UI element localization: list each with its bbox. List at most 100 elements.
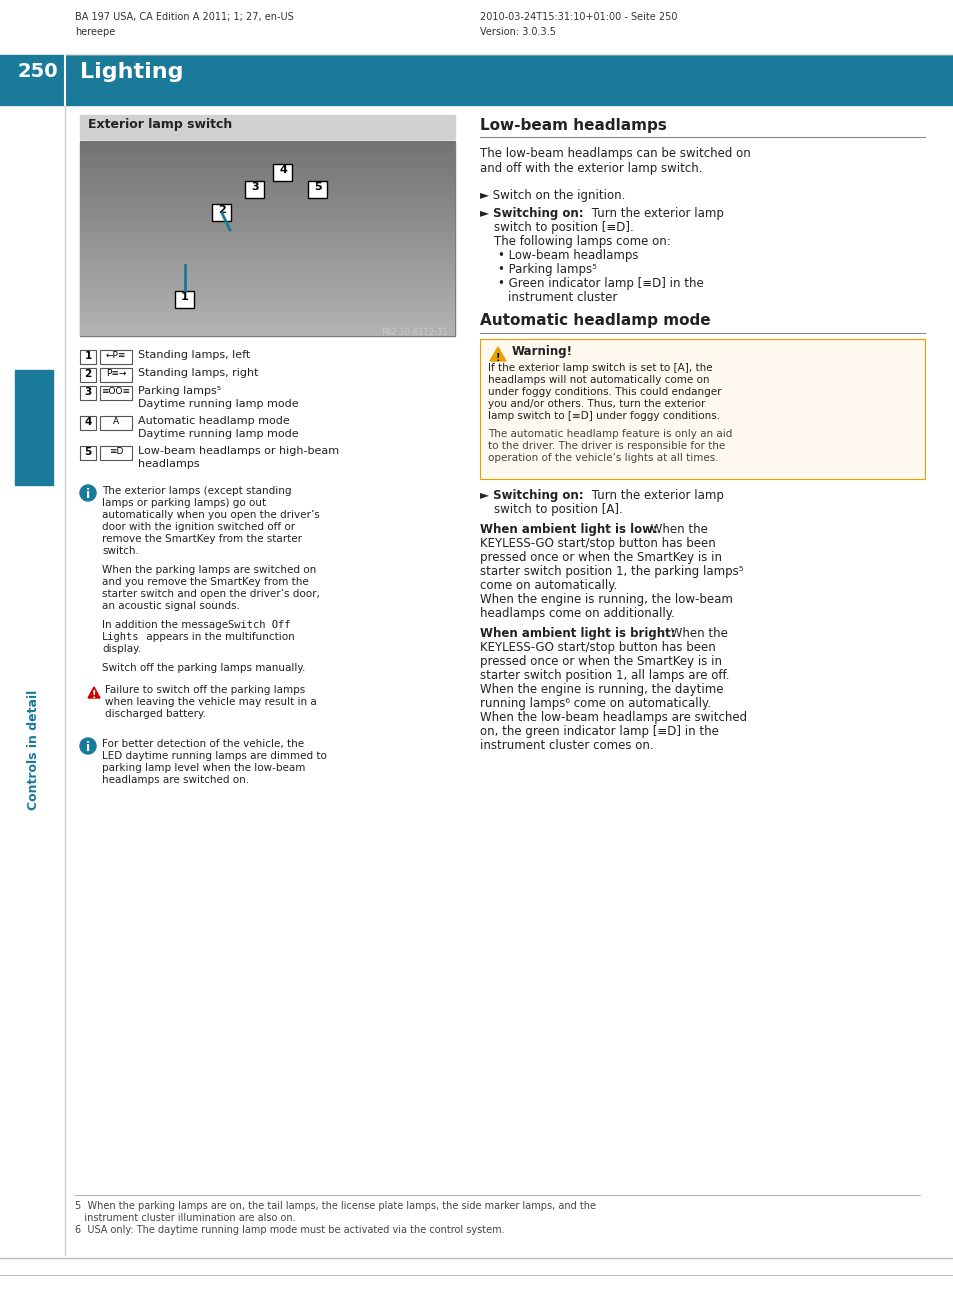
Polygon shape <box>88 687 100 697</box>
Text: When the parking lamps are switched on: When the parking lamps are switched on <box>102 565 315 575</box>
Text: 1: 1 <box>181 292 189 302</box>
Text: 1: 1 <box>84 351 91 361</box>
Text: When the engine is running, the low-beam: When the engine is running, the low-beam <box>479 593 732 606</box>
Text: The exterior lamps (except standing: The exterior lamps (except standing <box>102 487 292 496</box>
Text: Parking lamps⁵: Parking lamps⁵ <box>138 386 221 396</box>
Text: ≡D: ≡D <box>109 446 123 455</box>
Text: When the: When the <box>646 523 707 536</box>
Text: headlamps are switched on.: headlamps are switched on. <box>102 775 249 785</box>
Text: appears in the multifunction: appears in the multifunction <box>143 631 294 642</box>
Text: LED daytime running lamps are dimmed to: LED daytime running lamps are dimmed to <box>102 751 327 761</box>
Text: instrument cluster comes on.: instrument cluster comes on. <box>479 739 653 752</box>
Text: The automatic headlamp feature is only an aid: The automatic headlamp feature is only a… <box>488 430 732 439</box>
FancyBboxPatch shape <box>245 180 264 198</box>
Text: i: i <box>86 741 90 754</box>
Text: instrument cluster illumination are also on.: instrument cluster illumination are also… <box>75 1212 295 1223</box>
Text: Daytime running lamp mode: Daytime running lamp mode <box>138 430 298 439</box>
Text: KEYLESS-GO start/stop button has been: KEYLESS-GO start/stop button has been <box>479 537 715 550</box>
Text: starter switch and open the driver’s door,: starter switch and open the driver’s doo… <box>102 589 319 599</box>
Text: headlamps: headlamps <box>138 459 199 468</box>
Text: For better detection of the vehicle, the: For better detection of the vehicle, the <box>102 739 304 749</box>
FancyBboxPatch shape <box>100 445 132 461</box>
Text: pressed once or when the SmartKey is in: pressed once or when the SmartKey is in <box>479 655 721 668</box>
Bar <box>80 141 455 336</box>
Text: 5: 5 <box>314 182 321 192</box>
Text: lamp switch to [≡D] under foggy conditions.: lamp switch to [≡D] under foggy conditio… <box>488 411 720 421</box>
Text: !: ! <box>91 690 96 700</box>
FancyBboxPatch shape <box>80 415 96 431</box>
Text: lamps or parking lamps) go out: lamps or parking lamps) go out <box>102 498 266 509</box>
Text: Standing lamps, left: Standing lamps, left <box>138 349 250 360</box>
Text: • Parking lamps⁵: • Parking lamps⁵ <box>497 263 597 276</box>
Text: 2: 2 <box>218 204 226 215</box>
Bar <box>479 339 924 479</box>
Circle shape <box>80 485 96 501</box>
Text: come on automatically.: come on automatically. <box>479 578 617 591</box>
Text: when leaving the vehicle may result in a: when leaving the vehicle may result in a <box>105 697 316 707</box>
Bar <box>65 0 953 56</box>
Text: The low-beam headlamps can be switched on
and off with the exterior lamp switch.: The low-beam headlamps can be switched o… <box>479 148 750 175</box>
Text: P82.10-6112-31: P82.10-6112-31 <box>381 327 448 336</box>
Text: parking lamp level when the low-beam: parking lamp level when the low-beam <box>102 763 305 773</box>
Bar <box>479 339 924 479</box>
Text: on, the green indicator lamp [≡D] in the: on, the green indicator lamp [≡D] in the <box>479 725 719 738</box>
FancyBboxPatch shape <box>100 415 132 431</box>
FancyBboxPatch shape <box>213 203 232 220</box>
FancyBboxPatch shape <box>100 367 132 382</box>
Text: Automatic headlamp mode: Automatic headlamp mode <box>138 415 290 426</box>
Bar <box>15 370 53 485</box>
Text: Daytime running lamp mode: Daytime running lamp mode <box>138 399 298 409</box>
Text: Automatic headlamp mode: Automatic headlamp mode <box>479 313 710 327</box>
Text: Standing lamps, right: Standing lamps, right <box>138 367 258 378</box>
Text: remove the SmartKey from the starter: remove the SmartKey from the starter <box>102 534 302 543</box>
Text: an acoustic signal sounds.: an acoustic signal sounds. <box>102 600 240 611</box>
Text: 2010-03-24T15:31:10+01:00 - Seite 250: 2010-03-24T15:31:10+01:00 - Seite 250 <box>479 12 677 22</box>
FancyBboxPatch shape <box>100 349 132 365</box>
Bar <box>0 56 953 105</box>
Text: Switch off the parking lamps manually.: Switch off the parking lamps manually. <box>102 663 305 673</box>
Text: Low-beam headlamps or high-beam: Low-beam headlamps or high-beam <box>138 446 338 455</box>
FancyBboxPatch shape <box>175 290 194 308</box>
Text: operation of the vehicle’s lights at all times.: operation of the vehicle’s lights at all… <box>488 453 718 463</box>
Text: discharged battery.: discharged battery. <box>105 709 206 719</box>
Text: to the driver. The driver is responsible for the: to the driver. The driver is responsible… <box>488 441 724 452</box>
Text: 5: 5 <box>84 446 91 457</box>
Text: display.: display. <box>102 644 141 653</box>
Text: 3: 3 <box>251 182 258 192</box>
Text: 3: 3 <box>84 387 91 397</box>
Text: automatically when you open the driver’s: automatically when you open the driver’s <box>102 510 319 520</box>
FancyBboxPatch shape <box>274 163 293 180</box>
Text: 4: 4 <box>84 417 91 427</box>
Text: • Green indicator lamp [≡D] in the: • Green indicator lamp [≡D] in the <box>497 277 703 290</box>
Text: switch to position [A].: switch to position [A]. <box>494 503 622 516</box>
Text: 6  USA only: The daytime running lamp mode must be activated via the control sys: 6 USA only: The daytime running lamp mod… <box>75 1225 504 1234</box>
Text: 2: 2 <box>84 369 91 379</box>
Text: Lighting: Lighting <box>80 62 183 82</box>
Text: 250: 250 <box>18 62 58 82</box>
Text: P≡→: P≡→ <box>106 369 126 378</box>
Text: ► Switching on:: ► Switching on: <box>479 489 583 502</box>
Text: headlamps come on additionally.: headlamps come on additionally. <box>479 607 674 620</box>
FancyBboxPatch shape <box>80 367 96 382</box>
Text: • Low-beam headlamps: • Low-beam headlamps <box>497 248 638 261</box>
Text: When the engine is running, the daytime: When the engine is running, the daytime <box>479 683 722 696</box>
Text: ► Switching on:: ► Switching on: <box>479 207 583 220</box>
Text: switch to position [≡D].: switch to position [≡D]. <box>494 221 633 234</box>
Polygon shape <box>490 347 505 361</box>
Text: under foggy conditions. This could endanger: under foggy conditions. This could endan… <box>488 387 720 397</box>
Text: ≡OO≡: ≡OO≡ <box>101 387 131 396</box>
Text: Exterior lamp switch: Exterior lamp switch <box>88 118 232 131</box>
Text: When the: When the <box>666 628 727 641</box>
Text: When ambient light is bright:: When ambient light is bright: <box>479 628 675 641</box>
Text: door with the ignition switched off or: door with the ignition switched off or <box>102 521 294 532</box>
Text: pressed once or when the SmartKey is in: pressed once or when the SmartKey is in <box>479 551 721 564</box>
Text: starter switch position 1, all lamps are off.: starter switch position 1, all lamps are… <box>479 669 729 682</box>
Text: When ambient light is low:: When ambient light is low: <box>479 523 658 536</box>
Text: When the low-beam headlamps are switched: When the low-beam headlamps are switched <box>479 710 746 725</box>
FancyBboxPatch shape <box>80 386 96 400</box>
Text: instrument cluster: instrument cluster <box>507 291 617 304</box>
Text: Version: 3.0.3.5: Version: 3.0.3.5 <box>479 27 556 38</box>
Text: A: A <box>112 417 119 426</box>
Text: BA 197 USA, CA Edition A 2011; 1; 27, en-US: BA 197 USA, CA Edition A 2011; 1; 27, en… <box>75 12 294 22</box>
Text: Failure to switch off the parking lamps: Failure to switch off the parking lamps <box>105 685 305 695</box>
